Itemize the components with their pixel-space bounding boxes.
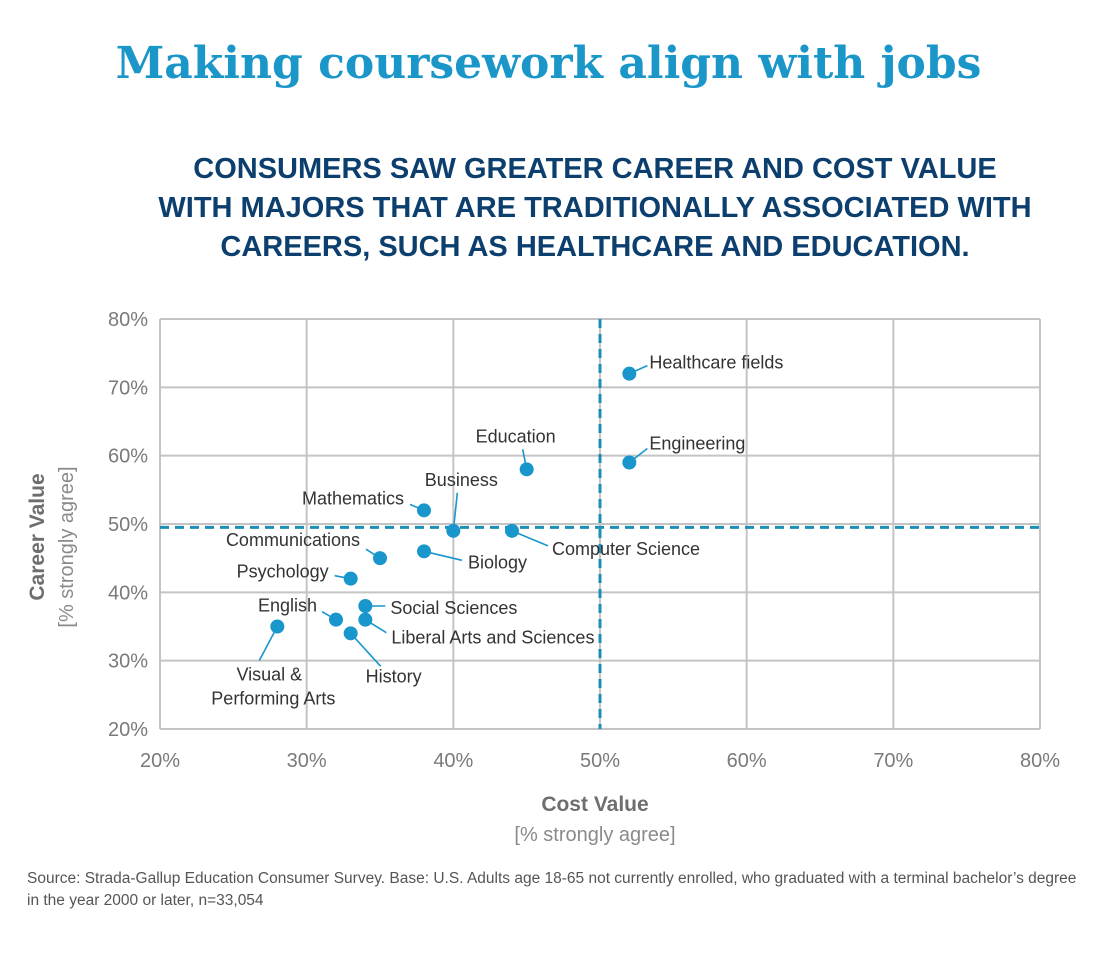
data-point (417, 503, 431, 518)
point-label-line: Performing Arts (211, 689, 335, 709)
source-note: Source: Strada-Gallup Education Consumer… (27, 870, 1077, 909)
x-tick-label: 20% (140, 750, 180, 772)
scatter-chart: 20% 30% 40% 50% 60% 70% 80% 20% 30% 40% 50% 60% 70% 8… (26, 309, 1060, 846)
y-tick-label: 30% (108, 651, 148, 673)
axis-ticks: 20% 30% 40% 50% 60% 70% 80% 20% 30% 40% 50% 60% 70% 8… (108, 309, 1060, 772)
subtitle-line: WITH MAJORS THAT ARE TRADITIONALLY ASSOC… (158, 192, 1032, 224)
point-label: Communications (226, 530, 360, 550)
y-tick-label: 60% (108, 446, 148, 468)
leader-line (350, 632, 382, 667)
data-point (505, 523, 519, 538)
chart-subtitle: CONSUMERS SAW GREATER CAREER AND COST VA… (100, 150, 1090, 267)
data-point (519, 462, 534, 477)
data-point (373, 551, 387, 566)
point-label: Healthcare fields (649, 353, 783, 373)
y-tick-label: 20% (108, 719, 148, 741)
subtitle-line: CAREERS, SUCH AS HEALTHCARE AND EDUCATIO… (220, 231, 970, 263)
x-tick-label: 60% (727, 750, 767, 772)
x-axis-subtitle: [% strongly agree] (514, 824, 675, 846)
x-tick-label: 30% (287, 750, 327, 772)
data-point (329, 612, 343, 627)
point-label: Computer Science (552, 539, 700, 559)
y-tick-label: 80% (108, 309, 148, 331)
x-tick-label: 40% (433, 750, 473, 772)
point-label: History (366, 666, 422, 686)
point-label: English (258, 596, 317, 616)
point-label: Engineering (649, 434, 745, 454)
x-tick-label: 50% (580, 750, 620, 772)
x-tick-label: 70% (873, 750, 913, 772)
data-point (270, 619, 285, 634)
point-label: Business (425, 470, 498, 490)
x-tick-label: 80% (1020, 750, 1060, 772)
y-tick-label: 50% (108, 514, 148, 536)
data-point (358, 599, 373, 613)
y-tick-label: 70% (108, 377, 148, 399)
data-point (446, 523, 461, 538)
data-point (417, 544, 431, 559)
data-point (622, 366, 637, 381)
subtitle-line: CONSUMERS SAW GREATER CAREER AND COST VA… (193, 153, 997, 185)
chart-title: Making coursework align with jobs (115, 38, 982, 89)
reference-lines (160, 319, 1040, 729)
point-label: Social Sciences (390, 598, 517, 618)
point-label: Psychology (237, 562, 329, 582)
point-label: Education (476, 426, 556, 446)
point-label: Biology (468, 552, 527, 572)
data-points (270, 366, 637, 641)
point-label-line: Visual & (236, 665, 302, 685)
point-labels: Healthcare fields Engineering Education Mat… (211, 353, 783, 709)
y-axis-title: Career Value (26, 473, 49, 600)
data-point (343, 571, 358, 586)
x-axis-title: Cost Value (541, 793, 648, 816)
data-point (358, 612, 373, 627)
point-label: Visual & Performing Arts (211, 665, 335, 709)
y-axis-subtitle: [% strongly agree] (56, 466, 78, 627)
y-tick-label: 40% (108, 582, 148, 604)
data-point (343, 626, 358, 641)
data-point (622, 455, 637, 470)
point-label: Mathematics (302, 488, 404, 508)
point-label: Liberal Arts and Sciences (391, 628, 594, 648)
